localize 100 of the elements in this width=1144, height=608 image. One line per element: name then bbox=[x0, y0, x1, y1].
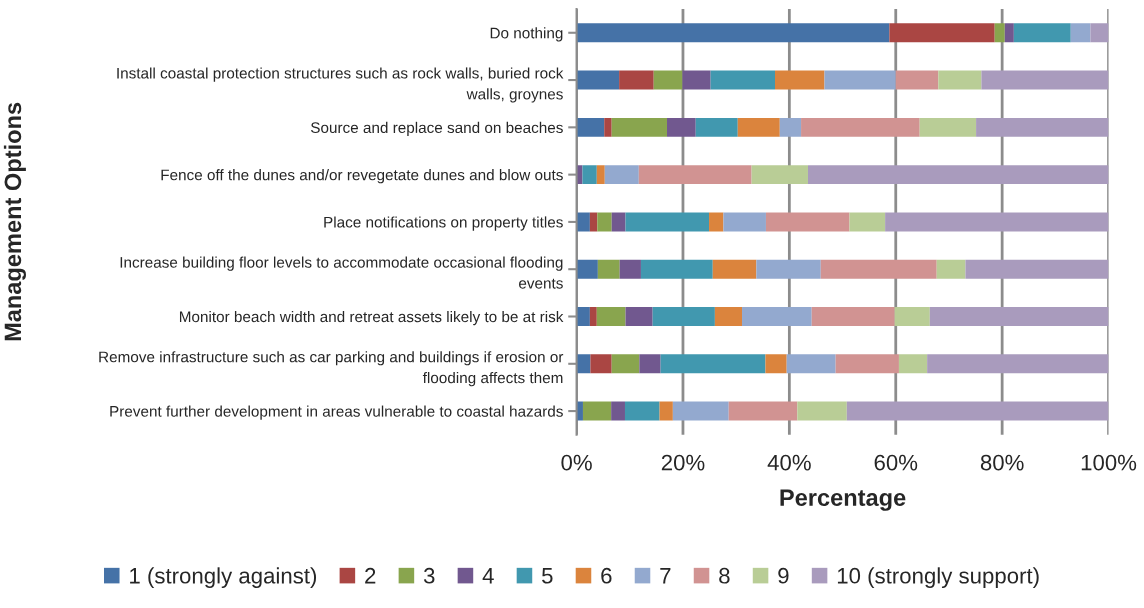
bar bbox=[919, 117, 977, 137]
bar bbox=[695, 117, 738, 137]
x-tick-label: 20% bbox=[661, 454, 705, 471]
y-tick-label: Fence off the dunes and/or revegetate dunes and blow outs bbox=[161, 169, 563, 184]
legend-label: 4 bbox=[482, 568, 494, 584]
bar bbox=[576, 259, 598, 279]
bar bbox=[976, 117, 1109, 137]
bar bbox=[1013, 23, 1071, 43]
bar bbox=[1070, 23, 1091, 43]
bar bbox=[596, 165, 605, 185]
bar bbox=[576, 117, 605, 137]
legend-label: 10 (strongly support) bbox=[837, 567, 1039, 588]
x-tick-label: 100% bbox=[1081, 454, 1137, 471]
bar bbox=[742, 307, 812, 326]
bar bbox=[885, 212, 1109, 232]
bar bbox=[625, 212, 710, 232]
x-tick-label: 80% bbox=[980, 454, 1024, 471]
bar bbox=[596, 307, 626, 326]
bar bbox=[597, 212, 612, 232]
bar bbox=[751, 165, 808, 185]
bar bbox=[894, 307, 930, 326]
bar bbox=[936, 259, 966, 279]
bar bbox=[712, 259, 757, 279]
y-tick-label: Monitor beach width and retreat assets likely to be at risk bbox=[179, 310, 564, 326]
bar bbox=[811, 307, 895, 326]
bar bbox=[582, 401, 612, 421]
bar bbox=[611, 354, 640, 374]
bar bbox=[965, 259, 1109, 279]
bar bbox=[849, 212, 886, 232]
bar bbox=[994, 23, 1005, 43]
bar bbox=[682, 70, 711, 90]
bar bbox=[898, 354, 928, 374]
bar bbox=[653, 70, 683, 90]
y-tick-label: Remove infrastructure such as car parking and buildings if erosion or flooding affects them bbox=[99, 351, 564, 387]
bar bbox=[786, 354, 836, 374]
bar bbox=[611, 401, 625, 421]
x-axis-title: Percentage bbox=[780, 489, 906, 511]
bar bbox=[604, 117, 612, 137]
bar bbox=[710, 70, 775, 90]
bar bbox=[1004, 23, 1014, 43]
bar bbox=[927, 354, 1109, 374]
x-tick-label: 60% bbox=[874, 454, 918, 471]
bar bbox=[576, 70, 620, 90]
legend-label: 9 bbox=[778, 567, 789, 584]
y-axis-title: Management Options bbox=[3, 102, 26, 341]
bar bbox=[820, 259, 937, 279]
bar bbox=[660, 354, 766, 374]
bar bbox=[889, 23, 995, 43]
bar bbox=[619, 70, 654, 90]
bar bbox=[709, 212, 724, 232]
bar bbox=[625, 307, 653, 326]
bar bbox=[765, 212, 850, 232]
bar bbox=[659, 401, 673, 421]
y-tick-label: Increase building floor levels to accommodate occasional flooding events bbox=[120, 256, 563, 289]
legend-label: 8 bbox=[719, 567, 730, 584]
bar bbox=[590, 354, 612, 374]
y-tick-label: Install coastal protection structures such as rock walls, buried rock walls, groynes bbox=[117, 67, 564, 103]
legend-label: 2 bbox=[365, 567, 376, 584]
bar bbox=[638, 165, 752, 185]
bar bbox=[835, 354, 899, 374]
bar bbox=[775, 70, 825, 90]
bar bbox=[737, 117, 780, 137]
bar bbox=[846, 401, 1109, 421]
bar bbox=[652, 307, 715, 326]
legend-label: 6 bbox=[601, 567, 612, 584]
bar bbox=[756, 259, 821, 279]
y-tick-label: Place notifications on property titles bbox=[324, 216, 563, 231]
bar bbox=[639, 354, 661, 374]
bar bbox=[611, 212, 626, 232]
bar bbox=[604, 165, 639, 185]
bar bbox=[640, 259, 713, 279]
bar bbox=[589, 307, 597, 326]
y-tick-label: Source and replace sand on beaches bbox=[310, 121, 563, 137]
bar bbox=[938, 70, 982, 90]
bar bbox=[981, 70, 1109, 90]
bar bbox=[576, 23, 890, 43]
bar bbox=[589, 212, 598, 232]
bar bbox=[611, 117, 668, 137]
bar bbox=[779, 117, 802, 137]
bar bbox=[714, 307, 743, 326]
bar bbox=[801, 117, 920, 137]
bar bbox=[597, 259, 620, 279]
legend-label: 7 bbox=[660, 568, 671, 584]
legend-label: 3 bbox=[423, 567, 435, 584]
bar bbox=[576, 212, 590, 232]
x-tick-label: 40% bbox=[767, 454, 811, 471]
bar bbox=[619, 259, 641, 279]
y-tick-label: Do nothing bbox=[490, 27, 563, 42]
bar bbox=[824, 70, 896, 90]
bar bbox=[929, 307, 1109, 326]
bar bbox=[723, 212, 766, 232]
bar bbox=[765, 354, 787, 374]
bar bbox=[797, 401, 847, 421]
bar bbox=[672, 401, 729, 421]
legend-label: 5 bbox=[542, 568, 553, 584]
bar bbox=[1090, 23, 1109, 43]
x-tick-label: 0% bbox=[561, 454, 592, 471]
bar bbox=[807, 165, 1109, 185]
bar bbox=[576, 307, 590, 326]
bar bbox=[667, 117, 696, 137]
